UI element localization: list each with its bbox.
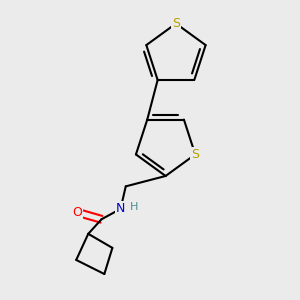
Text: N: N bbox=[116, 202, 125, 215]
Text: S: S bbox=[172, 17, 180, 30]
Text: O: O bbox=[72, 206, 82, 219]
Text: S: S bbox=[191, 148, 199, 161]
Text: H: H bbox=[130, 202, 138, 212]
